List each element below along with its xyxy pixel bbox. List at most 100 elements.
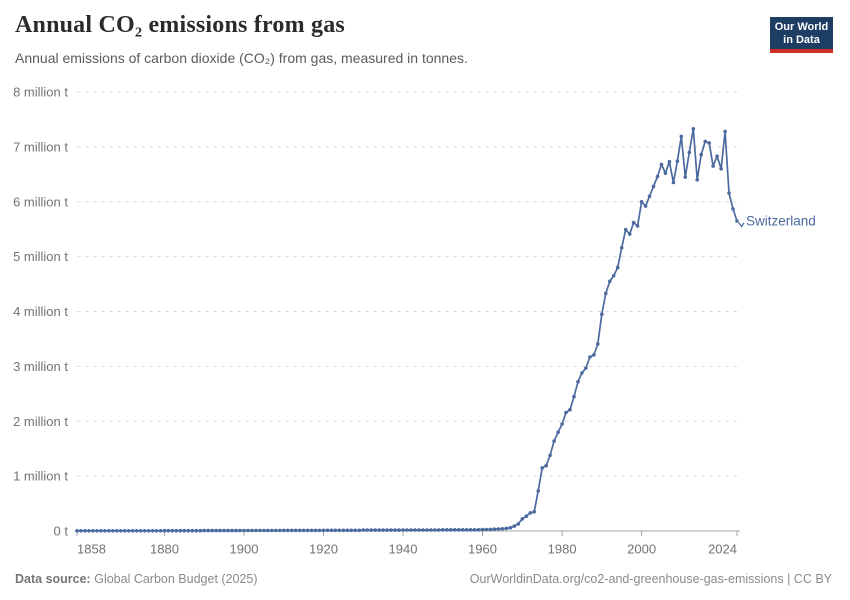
data-point[interactable] [619, 246, 624, 250]
data-point[interactable] [441, 528, 445, 532]
data-point[interactable] [210, 528, 214, 533]
data-point[interactable] [635, 224, 640, 228]
data-point[interactable] [401, 528, 405, 532]
data-point[interactable] [333, 528, 338, 533]
data-point[interactable] [405, 528, 409, 532]
data-point[interactable] [99, 529, 103, 533]
data-point[interactable] [270, 528, 274, 533]
data-point[interactable] [238, 528, 242, 533]
data-point[interactable] [500, 527, 505, 531]
data-point[interactable] [429, 528, 433, 532]
data-point[interactable] [707, 141, 711, 145]
data-point[interactable] [293, 528, 298, 533]
data-point[interactable] [393, 528, 397, 532]
data-point[interactable] [715, 154, 719, 158]
data-point[interactable] [659, 162, 664, 167]
data-point[interactable] [198, 528, 203, 533]
data-point[interactable] [134, 529, 139, 533]
data-point[interactable] [369, 528, 374, 532]
data-point[interactable] [190, 528, 195, 533]
credit-link[interactable]: OurWorldinData.org/co2-and-greenhouse-ga… [469, 572, 832, 586]
data-point[interactable] [536, 489, 540, 493]
data-point[interactable] [564, 410, 568, 415]
data-point[interactable] [317, 528, 322, 533]
data-point[interactable] [492, 527, 497, 531]
data-point[interactable] [377, 528, 382, 532]
data-point[interactable] [95, 529, 99, 533]
data-point[interactable] [218, 528, 222, 533]
data-point[interactable] [727, 191, 731, 195]
data-point[interactable] [600, 312, 604, 317]
data-point[interactable] [480, 527, 485, 532]
data-point[interactable] [301, 528, 306, 533]
data-point[interactable] [309, 528, 314, 533]
data-point[interactable] [516, 522, 521, 526]
data-point[interactable] [417, 528, 421, 532]
data-point[interactable] [150, 529, 155, 533]
data-point[interactable] [735, 219, 739, 223]
data-point[interactable] [305, 528, 310, 533]
data-point[interactable] [138, 529, 143, 533]
data-point[interactable] [556, 430, 560, 435]
data-point[interactable] [611, 274, 616, 278]
data-point[interactable] [397, 528, 401, 532]
data-point[interactable] [158, 529, 163, 533]
data-point[interactable] [631, 220, 636, 225]
data-point[interactable] [381, 528, 385, 532]
data-point[interactable] [186, 528, 191, 533]
data-point[interactable] [615, 265, 620, 270]
data-point[interactable] [699, 152, 703, 157]
data-point[interactable] [130, 529, 135, 533]
data-point[interactable] [548, 453, 552, 458]
data-point[interactable] [258, 528, 262, 533]
data-point[interactable] [242, 528, 246, 533]
data-point[interactable] [79, 529, 83, 533]
data-point[interactable] [226, 528, 230, 533]
data-point[interactable] [146, 529, 151, 533]
data-point[interactable] [695, 178, 699, 182]
data-point[interactable] [627, 232, 632, 236]
data-point[interactable] [230, 528, 234, 533]
data-point[interactable] [118, 529, 123, 533]
data-point[interactable] [675, 159, 680, 163]
data-point[interactable] [325, 528, 330, 533]
data-point[interactable] [544, 463, 548, 468]
data-point[interactable] [671, 180, 676, 185]
data-point[interactable] [524, 514, 529, 518]
data-point[interactable] [425, 528, 429, 532]
data-point[interactable] [679, 134, 684, 139]
data-point[interactable] [484, 527, 489, 532]
data-point[interactable] [468, 528, 473, 532]
series-label-switzerland[interactable]: Switzerland [746, 214, 816, 229]
data-point[interactable] [520, 517, 525, 521]
data-point[interactable] [122, 529, 127, 533]
data-point[interactable] [584, 366, 588, 370]
data-point[interactable] [433, 528, 437, 532]
data-point[interactable] [278, 528, 282, 533]
data-point[interactable] [647, 194, 652, 199]
data-point[interactable] [254, 528, 258, 533]
data-point[interactable] [711, 164, 715, 168]
data-point[interactable] [266, 528, 270, 533]
data-point[interactable] [560, 422, 564, 426]
data-point[interactable] [691, 127, 696, 131]
data-point[interactable] [274, 528, 278, 533]
data-point[interactable] [337, 528, 342, 533]
data-point[interactable] [194, 528, 199, 533]
data-point[interactable] [297, 528, 302, 533]
data-point[interactable] [75, 529, 79, 533]
data-point[interactable] [289, 528, 294, 533]
data-point[interactable] [103, 529, 107, 533]
data-point[interactable] [568, 407, 572, 412]
data-point[interactable] [142, 529, 147, 533]
data-point[interactable] [170, 528, 175, 533]
data-point[interactable] [683, 175, 688, 179]
data-point[interactable] [608, 279, 612, 284]
data-point[interactable] [107, 529, 111, 533]
data-point[interactable] [214, 528, 218, 533]
data-point[interactable] [512, 524, 517, 528]
data-point[interactable] [178, 528, 183, 533]
data-point[interactable] [508, 525, 513, 530]
data-point[interactable] [166, 528, 171, 533]
data-point[interactable] [456, 528, 461, 532]
